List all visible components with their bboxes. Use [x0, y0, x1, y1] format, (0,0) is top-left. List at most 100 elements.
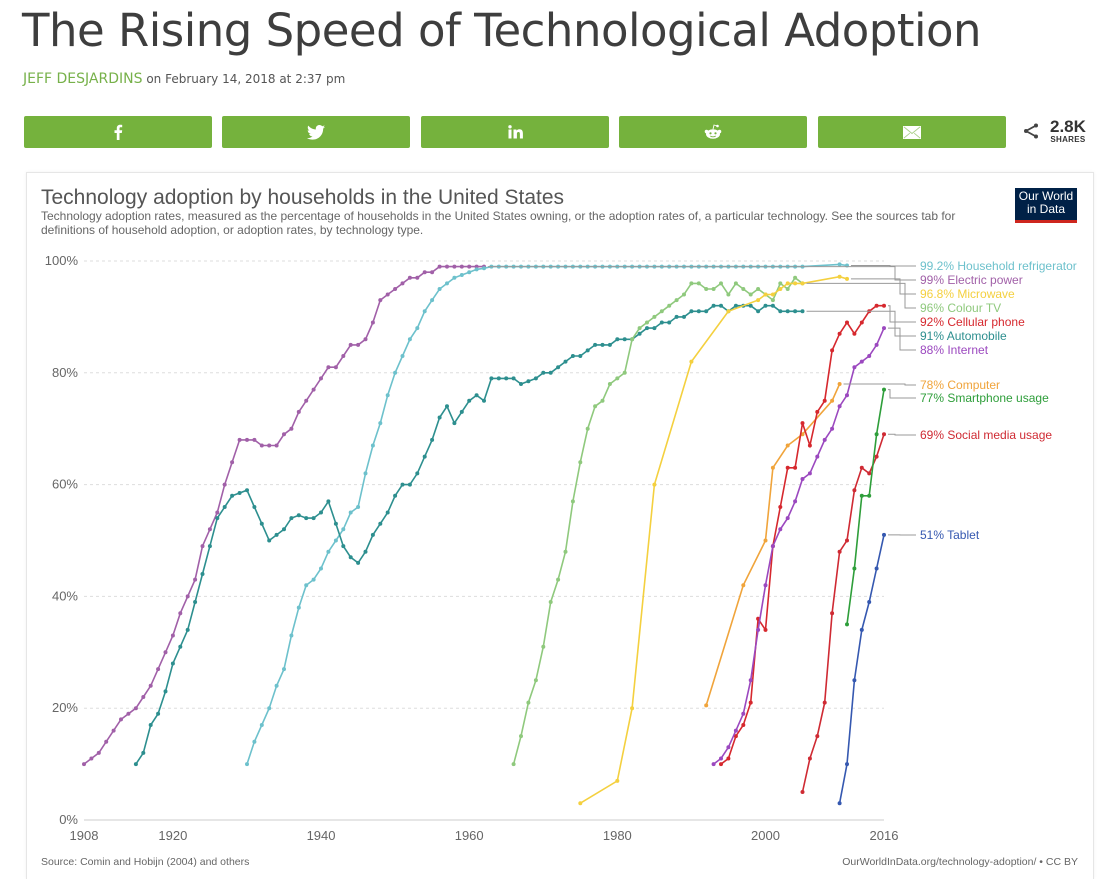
data-point[interactable]: [756, 298, 760, 302]
data-point[interactable]: [378, 298, 382, 302]
data-point[interactable]: [786, 466, 790, 470]
data-point[interactable]: [771, 466, 775, 470]
data-point[interactable]: [786, 444, 790, 448]
data-point[interactable]: [704, 703, 708, 707]
data-point[interactable]: [623, 371, 627, 375]
data-point[interactable]: [193, 578, 197, 582]
data-point[interactable]: [349, 555, 353, 559]
data-point[interactable]: [534, 376, 538, 380]
series-end-label[interactable]: 91% Automobile: [920, 329, 1007, 343]
data-point[interactable]: [401, 281, 405, 285]
data-point[interactable]: [860, 321, 864, 325]
data-point[interactable]: [304, 516, 308, 520]
data-point[interactable]: [312, 578, 316, 582]
data-point[interactable]: [823, 701, 827, 705]
data-point[interactable]: [719, 762, 723, 766]
data-point[interactable]: [475, 267, 479, 271]
data-point[interactable]: [564, 550, 568, 554]
data-point[interactable]: [726, 309, 730, 313]
data-point[interactable]: [512, 376, 516, 380]
data-point[interactable]: [564, 360, 568, 364]
data-point[interactable]: [386, 511, 390, 515]
data-point[interactable]: [749, 293, 753, 297]
data-point[interactable]: [652, 315, 656, 319]
data-point[interactable]: [467, 265, 471, 269]
data-point[interactable]: [164, 689, 168, 693]
data-point[interactable]: [704, 287, 708, 291]
data-point[interactable]: [230, 460, 234, 464]
data-point[interactable]: [764, 293, 768, 297]
data-point[interactable]: [852, 567, 856, 571]
data-point[interactable]: [667, 304, 671, 308]
data-point[interactable]: [808, 757, 812, 761]
data-point[interactable]: [312, 388, 316, 392]
data-point[interactable]: [852, 488, 856, 492]
series-end-label[interactable]: 96% Colour TV: [920, 301, 1001, 315]
data-point[interactable]: [282, 432, 286, 436]
data-point[interactable]: [793, 309, 797, 313]
data-point[interactable]: [208, 544, 212, 548]
data-point[interactable]: [349, 511, 353, 515]
data-point[interactable]: [838, 382, 842, 386]
data-point[interactable]: [289, 427, 293, 431]
data-point[interactable]: [875, 343, 879, 347]
data-point[interactable]: [430, 438, 434, 442]
data-point[interactable]: [741, 723, 745, 727]
series-end-label[interactable]: 96.8% Microwave: [920, 287, 1015, 301]
data-point[interactable]: [371, 321, 375, 325]
data-point[interactable]: [423, 309, 427, 313]
data-point[interactable]: [882, 304, 886, 308]
data-point[interactable]: [134, 706, 138, 710]
data-point[interactable]: [415, 471, 419, 475]
data-point[interactable]: [526, 379, 530, 383]
data-point[interactable]: [704, 309, 708, 313]
data-point[interactable]: [489, 376, 493, 380]
data-point[interactable]: [660, 321, 664, 325]
data-point[interactable]: [378, 421, 382, 425]
data-point[interactable]: [445, 265, 449, 269]
data-point[interactable]: [356, 561, 360, 565]
data-point[interactable]: [408, 337, 412, 341]
data-point[interactable]: [149, 684, 153, 688]
data-point[interactable]: [334, 522, 338, 526]
data-point[interactable]: [771, 298, 775, 302]
data-point[interactable]: [771, 544, 775, 548]
data-point[interactable]: [689, 360, 693, 364]
data-point[interactable]: [223, 483, 227, 487]
data-point[interactable]: [549, 600, 553, 604]
data-point[interactable]: [875, 567, 879, 571]
data-point[interactable]: [415, 276, 419, 280]
data-point[interactable]: [326, 365, 330, 369]
data-point[interactable]: [808, 471, 812, 475]
data-point[interactable]: [882, 533, 886, 537]
data-point[interactable]: [215, 511, 219, 515]
data-point[interactable]: [689, 281, 693, 285]
data-point[interactable]: [415, 326, 419, 330]
data-point[interactable]: [682, 315, 686, 319]
data-point[interactable]: [875, 432, 879, 436]
data-point[interactable]: [815, 734, 819, 738]
data-point[interactable]: [252, 438, 256, 442]
chart-url-link[interactable]: OurWorldInData.org/technology-adoption/ …: [842, 856, 1078, 868]
data-point[interactable]: [252, 740, 256, 744]
data-point[interactable]: [164, 650, 168, 654]
data-point[interactable]: [341, 544, 345, 548]
data-point[interactable]: [741, 712, 745, 716]
data-point[interactable]: [593, 404, 597, 408]
data-point[interactable]: [838, 801, 842, 805]
data-point[interactable]: [867, 471, 871, 475]
data-point[interactable]: [578, 460, 582, 464]
data-point[interactable]: [823, 438, 827, 442]
data-point[interactable]: [638, 332, 642, 336]
data-point[interactable]: [215, 516, 219, 520]
data-point[interactable]: [275, 684, 279, 688]
data-point[interactable]: [852, 332, 856, 336]
data-point[interactable]: [756, 287, 760, 291]
data-point[interactable]: [571, 499, 575, 503]
data-point[interactable]: [815, 455, 819, 459]
data-point[interactable]: [571, 354, 575, 358]
data-point[interactable]: [801, 309, 805, 313]
data-point[interactable]: [712, 287, 716, 291]
data-point[interactable]: [178, 611, 182, 615]
data-point[interactable]: [438, 416, 442, 420]
